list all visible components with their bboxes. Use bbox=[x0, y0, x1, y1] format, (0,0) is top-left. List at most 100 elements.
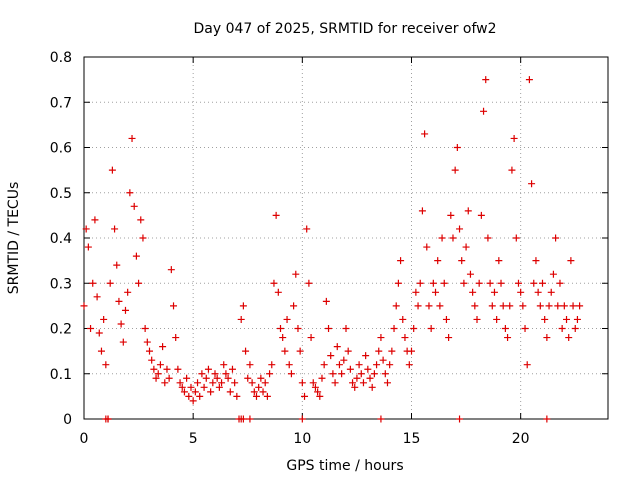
data-point bbox=[329, 370, 337, 378]
data-point bbox=[434, 257, 442, 265]
data-point bbox=[194, 379, 202, 387]
data-point bbox=[207, 388, 215, 396]
data-point bbox=[311, 383, 319, 391]
data-point bbox=[327, 352, 335, 360]
data-point bbox=[167, 266, 175, 274]
data-point bbox=[84, 243, 92, 251]
data-point bbox=[451, 166, 459, 174]
data-point bbox=[556, 279, 564, 287]
data-point bbox=[512, 234, 520, 242]
data-point bbox=[117, 320, 125, 328]
data-point bbox=[259, 388, 267, 396]
data-point bbox=[456, 415, 464, 423]
data-point bbox=[571, 325, 579, 332]
data-point bbox=[231, 379, 239, 387]
data-point bbox=[97, 347, 105, 355]
data-point bbox=[239, 302, 247, 310]
data-point bbox=[180, 388, 188, 396]
data-point bbox=[558, 325, 566, 332]
data-point bbox=[80, 302, 88, 310]
data-point bbox=[191, 388, 199, 396]
data-point bbox=[174, 365, 182, 373]
data-point bbox=[218, 379, 226, 387]
data-point bbox=[412, 288, 420, 296]
data-point bbox=[124, 288, 132, 296]
x-tick-label: 5 bbox=[189, 431, 198, 447]
data-point bbox=[381, 370, 389, 378]
data-point bbox=[279, 334, 287, 342]
data-point bbox=[202, 374, 210, 382]
data-point bbox=[268, 361, 276, 369]
data-point bbox=[237, 315, 245, 323]
data-point bbox=[536, 302, 544, 310]
data-point bbox=[89, 279, 97, 287]
y-tick-label: 0.3 bbox=[50, 276, 72, 292]
data-point bbox=[523, 361, 531, 369]
data-point bbox=[563, 315, 571, 323]
data-point bbox=[482, 76, 490, 84]
data-point bbox=[362, 352, 370, 360]
data-point bbox=[335, 361, 343, 369]
data-point bbox=[161, 379, 169, 387]
data-point bbox=[377, 415, 385, 423]
data-point bbox=[373, 361, 381, 369]
data-point bbox=[554, 302, 562, 310]
data-point bbox=[250, 388, 258, 396]
data-point bbox=[135, 279, 143, 287]
data-point bbox=[213, 374, 221, 382]
data-point bbox=[128, 134, 136, 142]
data-point bbox=[521, 325, 529, 332]
data-point bbox=[228, 365, 236, 373]
y-tick-label: 0.8 bbox=[50, 50, 72, 66]
data-point bbox=[416, 279, 424, 287]
data-point bbox=[340, 356, 348, 364]
data-point bbox=[436, 302, 444, 310]
data-point bbox=[322, 297, 330, 305]
data-point bbox=[244, 374, 252, 382]
data-point bbox=[126, 189, 134, 197]
data-point bbox=[239, 415, 247, 423]
x-tick-label: 20 bbox=[512, 431, 530, 447]
data-point bbox=[466, 270, 474, 278]
data-point bbox=[508, 166, 516, 174]
x-tick-label: 10 bbox=[293, 431, 311, 447]
data-point bbox=[307, 334, 315, 342]
data-point bbox=[576, 302, 584, 310]
data-point bbox=[456, 225, 464, 233]
data-point bbox=[530, 279, 538, 287]
data-point bbox=[91, 216, 99, 224]
data-point bbox=[480, 107, 488, 115]
data-point bbox=[255, 383, 263, 391]
data-point bbox=[100, 315, 108, 323]
data-point bbox=[486, 279, 494, 287]
data-point bbox=[270, 279, 278, 287]
data-point bbox=[224, 374, 232, 382]
data-point bbox=[318, 374, 326, 382]
data-point bbox=[139, 234, 147, 242]
data-point bbox=[392, 302, 400, 310]
data-point bbox=[257, 374, 265, 382]
data-point bbox=[464, 207, 472, 215]
data-point bbox=[246, 361, 254, 369]
x-tick-label: 15 bbox=[403, 431, 421, 447]
data-point bbox=[272, 211, 280, 219]
data-point bbox=[506, 302, 514, 310]
data-point bbox=[449, 234, 457, 242]
data-point bbox=[200, 383, 208, 391]
data-point bbox=[421, 130, 429, 138]
data-point bbox=[196, 392, 204, 400]
data-point bbox=[198, 370, 206, 378]
data-point bbox=[397, 257, 405, 265]
data-point bbox=[438, 234, 446, 242]
data-point bbox=[314, 388, 322, 396]
data-point bbox=[82, 225, 90, 233]
data-point bbox=[355, 361, 363, 369]
data-point bbox=[170, 302, 178, 310]
data-point bbox=[423, 243, 431, 251]
axis-ticks: 0 0.1 0.2 0.3 0.4 0.5 0.6 0.7 0.8 0 5 10 15 20 bbox=[50, 50, 608, 447]
data-point bbox=[532, 257, 540, 265]
data-point bbox=[226, 388, 234, 396]
data-point bbox=[547, 288, 555, 296]
data-point bbox=[370, 370, 378, 378]
